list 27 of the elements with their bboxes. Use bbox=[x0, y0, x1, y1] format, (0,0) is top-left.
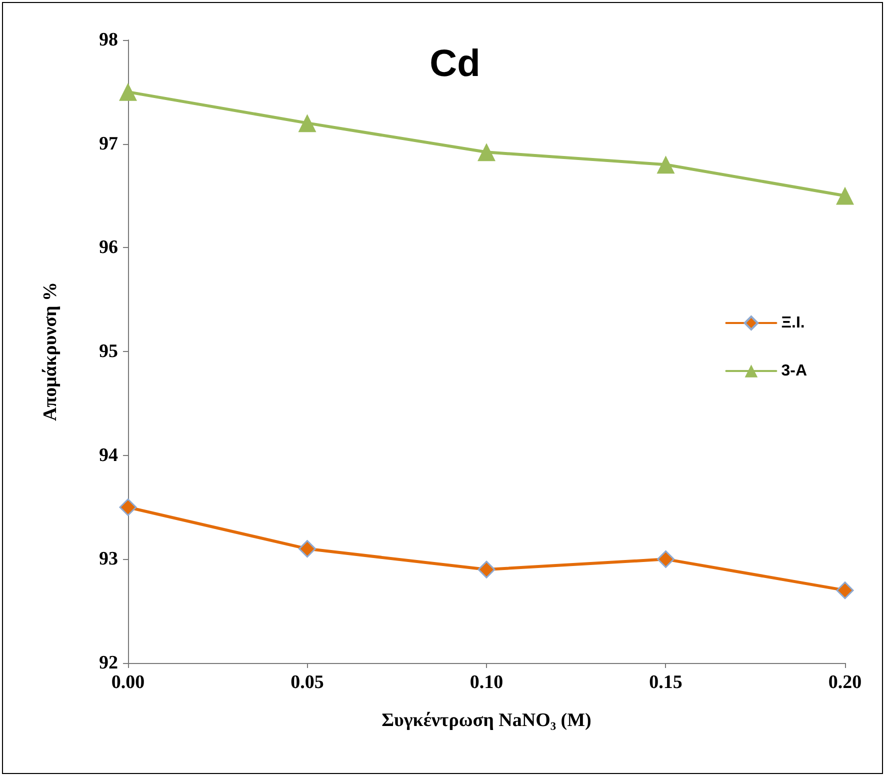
legend-label: Ξ.Ι. bbox=[781, 314, 805, 332]
point bbox=[657, 550, 674, 568]
x-tick-label: 0.20 bbox=[828, 672, 862, 693]
x-axis-title: Συγκέντρωση NaNO₃ (M) bbox=[382, 710, 592, 731]
y-tick-label: 92 bbox=[99, 652, 118, 674]
point bbox=[478, 143, 496, 162]
point bbox=[298, 540, 316, 558]
y-axis-title: Απομάκρυνση % bbox=[40, 282, 61, 421]
x-tick-label: 0.10 bbox=[470, 672, 504, 693]
x-tick-label: 0.00 bbox=[111, 672, 145, 693]
point bbox=[119, 498, 137, 516]
x-tick-label: 0.15 bbox=[649, 672, 682, 693]
legend-label: 3-A bbox=[781, 362, 808, 380]
point bbox=[836, 582, 854, 600]
y-tick-label: 98 bbox=[99, 30, 118, 50]
y-tick-label: 93 bbox=[99, 548, 118, 570]
point bbox=[298, 114, 316, 132]
point bbox=[478, 560, 496, 578]
y-tick-label: 94 bbox=[99, 444, 118, 466]
y-tick-label: 96 bbox=[99, 237, 118, 258]
point bbox=[836, 186, 854, 205]
x-tick-label: 0.05 bbox=[290, 672, 324, 693]
point bbox=[656, 156, 675, 174]
y-tick-label: 97 bbox=[99, 133, 118, 154]
point bbox=[119, 82, 137, 101]
chart-title: Cd bbox=[430, 43, 480, 85]
y-tick-label: 95 bbox=[99, 341, 118, 362]
